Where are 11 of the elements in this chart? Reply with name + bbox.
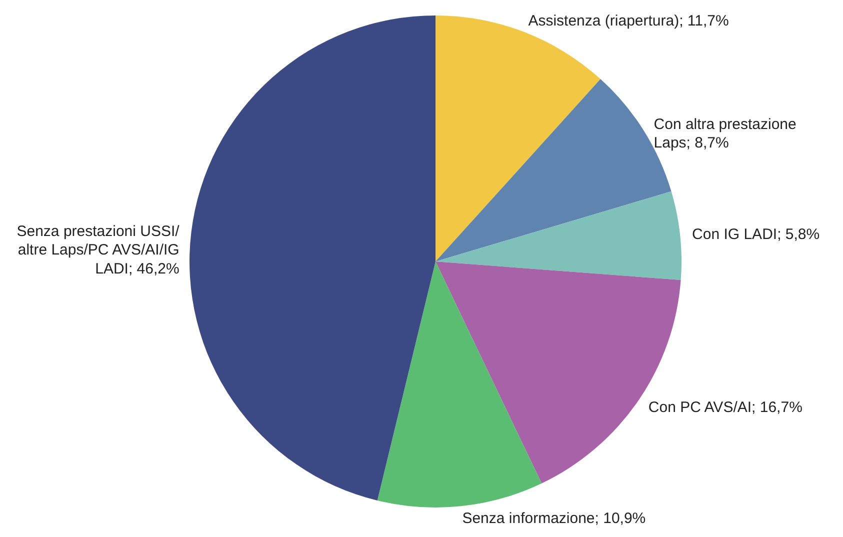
pie-slice: [436, 191, 682, 280]
slice-label: Con PC AVS/AI; 16,7%: [648, 399, 802, 416]
pie-slice: [436, 262, 681, 484]
pie-slice: [436, 16, 600, 262]
pie-slice: [190, 16, 436, 501]
slice-label: Senza prestazioni USSI/altre Laps/PC AVS/AI/IG LADI; 46,2%: [16, 222, 180, 278]
slice-label: Con altra prestazione Laps; 8,7%: [654, 116, 796, 152]
pie-slice: [377, 262, 542, 508]
slice-label: Assistenza (riapertura); 11,7%: [528, 12, 729, 30]
slice-label: Senza informazione; 10,9%: [462, 510, 646, 528]
slice-label: Con IG LADI; 5,8%: [692, 226, 820, 243]
